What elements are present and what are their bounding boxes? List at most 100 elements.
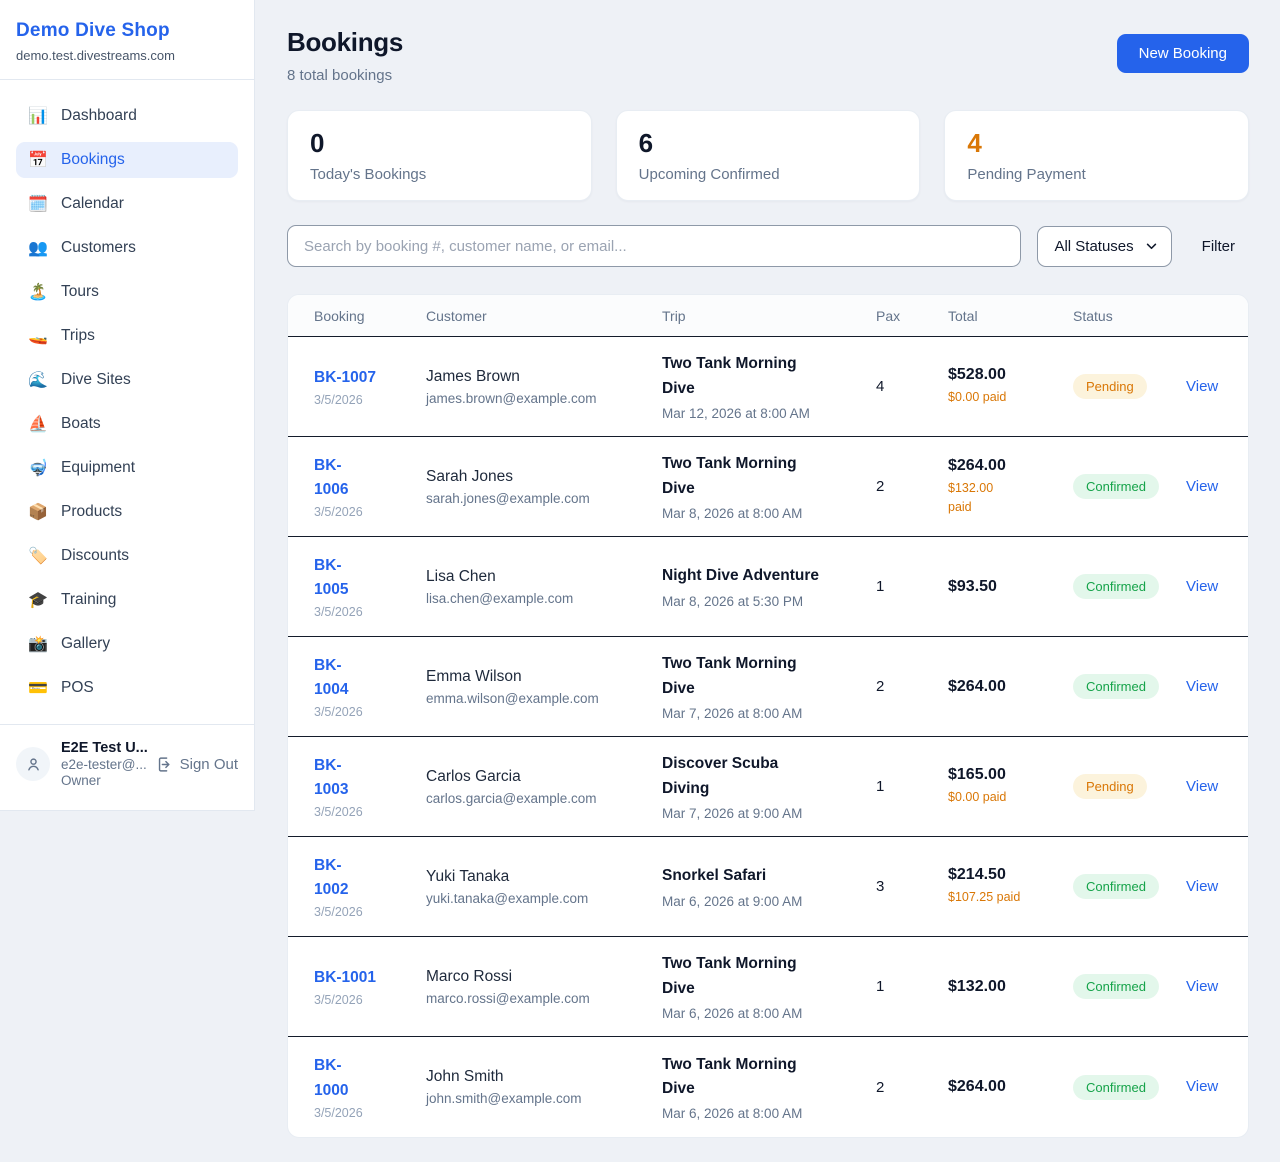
search-input[interactable] <box>287 225 1022 267</box>
status-cell: Confirmed <box>1073 674 1186 699</box>
total-amount: $264.00 <box>948 1078 1006 1095</box>
sidebar-item-equipment[interactable]: 🤿 Equipment <box>16 450 238 486</box>
view-link[interactable]: View <box>1186 977 1219 995</box>
sidebar-item-dashboard[interactable]: 📊 Dashboard <box>16 98 238 134</box>
sidebar-item-boats[interactable]: ⛵ Boats <box>16 406 238 442</box>
customer-cell: Sarah Jones sarah.jones@example.com <box>426 468 662 506</box>
customer-cell: Marco Rossi marco.rossi@example.com <box>426 968 662 1006</box>
booking-id-link[interactable]: BK- 1006 <box>314 456 349 498</box>
booking-date: 3/5/2026 <box>314 605 363 620</box>
total-amount: $165.00 <box>948 766 1006 784</box>
customer-name: James Brown <box>426 367 520 385</box>
sidebar-item-label: Customers <box>61 239 136 256</box>
filter-button[interactable]: Filter <box>1188 238 1249 255</box>
package-icon: 📦 <box>28 504 48 521</box>
table-header-row: Booking Customer Trip Pax Total Status <box>288 295 1248 337</box>
brand: Demo Dive Shop demo.test.divestreams.com <box>0 0 254 79</box>
main-content: Bookings 8 total bookings New Booking 0 … <box>255 0 1280 1162</box>
view-link[interactable]: View <box>1186 377 1219 395</box>
status-cell: Confirmed <box>1073 574 1186 599</box>
speedboat-icon: 🚤 <box>28 328 48 345</box>
booking-id-link[interactable]: BK- 1004 <box>314 656 349 698</box>
sidebar-item-customers[interactable]: 👥 Customers <box>16 230 238 266</box>
table-row: BK- 1000 3/5/2026 John Smith john.smith@e… <box>288 1037 1248 1137</box>
table-row: BK- 1002 3/5/2026 Yuki Tanaka yuki.tanaka… <box>288 837 1248 937</box>
customer-email: john.smith@example.com <box>426 1091 582 1106</box>
sign-out-button[interactable]: Sign Out <box>156 756 238 773</box>
trip-cell: Two Tank Morning Dive Mar 6, 2026 at 8:0… <box>662 952 876 1020</box>
view-link[interactable]: View <box>1186 477 1219 495</box>
trip-datetime: Mar 12, 2026 at 8:00 AM <box>662 405 810 421</box>
chevron-down-icon <box>1146 243 1156 249</box>
trip-name: Night Dive Adventure <box>662 567 820 585</box>
trip-cell: Discover Scuba Diving Mar 7, 2026 at 9:0… <box>662 752 876 820</box>
customer-name: Carlos Garcia <box>426 767 521 785</box>
booking-id-link[interactable]: BK- 1003 <box>314 756 349 798</box>
total-amount: $264.00 <box>948 456 1006 474</box>
customer-cell: James Brown james.brown@example.com <box>426 368 662 406</box>
booking-date: 3/5/2026 <box>314 505 363 520</box>
booking-id-link[interactable]: BK-1001 <box>314 968 377 986</box>
column-header-booking: Booking <box>314 307 365 324</box>
sidebar-item-tours[interactable]: 🏝️ Tours <box>16 274 238 310</box>
paid-amount: $132.00 paid <box>948 480 994 514</box>
camera-icon: 📸 <box>28 636 48 653</box>
booking-id-link[interactable]: BK- 1000 <box>314 1057 349 1099</box>
sidebar-item-products[interactable]: 📦 Products <box>16 494 238 530</box>
sidebar-item-label: Equipment <box>61 459 136 476</box>
sign-out-icon <box>158 756 170 772</box>
view-link[interactable]: View <box>1186 877 1219 895</box>
booking-id-link[interactable]: BK- 1002 <box>314 856 349 898</box>
total-amount: $264.00 <box>948 677 1006 695</box>
customer-cell: Carlos Garcia carlos.garcia@example.com <box>426 768 662 806</box>
page-header: Bookings 8 total bookings New Booking <box>287 27 1249 84</box>
sailboat-icon: ⛵ <box>28 416 48 433</box>
view-link[interactable]: View <box>1186 577 1219 595</box>
sidebar-item-label: Trips <box>61 327 95 344</box>
customer-name: Lisa Chen <box>426 567 496 585</box>
bar-chart-icon: 📊 <box>28 108 48 125</box>
sidebar-item-discounts[interactable]: 🏷️ Discounts <box>16 538 238 574</box>
stat-value: 6 <box>638 128 654 158</box>
user-name: E2E Test U... <box>61 740 148 756</box>
new-booking-button[interactable]: New Booking <box>1116 34 1249 73</box>
sidebar-item-training[interactable]: 🎓 Training <box>16 582 238 618</box>
trip-datetime: Mar 6, 2026 at 8:00 AM <box>662 1106 803 1122</box>
graduation-cap-icon: 🎓 <box>28 592 48 609</box>
total-cell: $264.00 <box>948 1078 1073 1096</box>
booking-date: 3/5/2026 <box>314 805 363 820</box>
island-icon: 🏝️ <box>28 284 48 301</box>
sidebar-item-gallery[interactable]: 📸 Gallery <box>16 626 238 662</box>
sidebar-item-bookings[interactable]: 📅 Bookings <box>16 142 238 178</box>
booking-id-link[interactable]: BK- 1005 <box>314 556 349 598</box>
sidebar-item-calendar[interactable]: 🗓️ Calendar <box>16 186 238 222</box>
total-amount: $214.50 <box>948 866 1006 884</box>
brand-domain: demo.test.divestreams.com <box>16 48 175 63</box>
pax-count: 2 <box>876 1078 885 1096</box>
sidebar-item-trips[interactable]: 🚤 Trips <box>16 318 238 354</box>
actions-cell: View <box>1186 778 1224 796</box>
diving-mask-icon: 🤿 <box>28 460 48 477</box>
status-badge: Pending <box>1073 774 1147 799</box>
sidebar-item-label: Products <box>61 503 123 520</box>
view-link[interactable]: View <box>1186 677 1219 695</box>
stat-label: Today's Bookings <box>310 166 427 183</box>
user-footer: E2E Test U... e2e-tester@... Owner Sign … <box>0 725 254 810</box>
booking-date: 3/5/2026 <box>314 1105 363 1120</box>
sidebar-item-label: Dive Sites <box>61 371 131 388</box>
sidebar-item-pos[interactable]: 💳 POS <box>16 670 238 706</box>
booking-cell: BK- 1003 3/5/2026 <box>314 754 426 819</box>
status-cell: Confirmed <box>1073 1074 1186 1100</box>
view-link[interactable]: View <box>1186 1078 1219 1095</box>
label-tag-icon: 🏷️ <box>28 548 48 565</box>
booking-id-link[interactable]: BK-1007 <box>314 368 377 386</box>
view-link[interactable]: View <box>1186 777 1219 795</box>
status-cell: Confirmed <box>1073 974 1186 999</box>
trip-name: Snorkel Safari <box>662 867 767 885</box>
paid-amount: $0.00 paid <box>948 790 1007 805</box>
sidebar-item-dive-sites[interactable]: 🌊 Dive Sites <box>16 362 238 398</box>
status-filter-select[interactable]: All Statuses <box>1037 225 1172 267</box>
column-header-status: Status <box>1073 307 1113 324</box>
pax-count: 1 <box>876 978 885 995</box>
customer-email: marco.rossi@example.com <box>426 990 590 1006</box>
